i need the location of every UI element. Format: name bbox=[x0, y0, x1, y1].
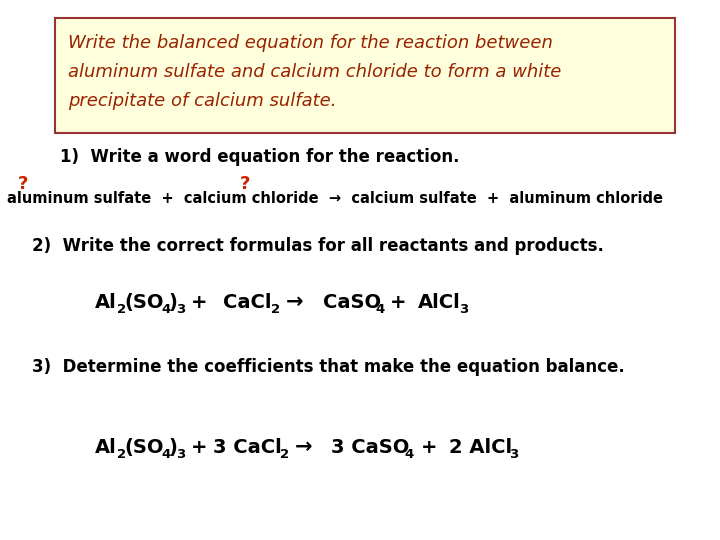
Text: 3: 3 bbox=[176, 448, 185, 461]
Text: ?: ? bbox=[240, 175, 251, 193]
Text: aluminum sulfate  +  calcium chloride  →  calcium sulfate  +  aluminum chloride: aluminum sulfate + calcium chloride → ca… bbox=[7, 191, 663, 206]
Text: 4: 4 bbox=[161, 303, 170, 316]
Text: 3 CaSO: 3 CaSO bbox=[331, 438, 410, 457]
Text: ?: ? bbox=[18, 175, 28, 193]
Text: ): ) bbox=[168, 438, 177, 457]
Text: (SO: (SO bbox=[124, 438, 163, 457]
Text: 1)  Write a word equation for the reaction.: 1) Write a word equation for the reactio… bbox=[60, 148, 459, 166]
Text: (SO: (SO bbox=[124, 293, 163, 312]
Text: 2: 2 bbox=[117, 303, 126, 316]
Text: 2 AlCl: 2 AlCl bbox=[449, 438, 512, 457]
Text: 2: 2 bbox=[271, 303, 280, 316]
Text: +: + bbox=[390, 293, 407, 312]
Text: 2)  Write the correct formulas for all reactants and products.: 2) Write the correct formulas for all re… bbox=[32, 237, 604, 255]
Text: 3)  Determine the coefficients that make the equation balance.: 3) Determine the coefficients that make … bbox=[32, 358, 625, 376]
Text: 4: 4 bbox=[375, 303, 384, 316]
Text: 3: 3 bbox=[459, 303, 468, 316]
Text: 3: 3 bbox=[509, 448, 518, 461]
Text: AlCl: AlCl bbox=[418, 293, 461, 312]
Text: CaSO: CaSO bbox=[323, 293, 381, 312]
Text: →: → bbox=[295, 437, 312, 457]
Text: →: → bbox=[286, 292, 304, 312]
Text: +: + bbox=[421, 438, 438, 457]
Text: ): ) bbox=[168, 293, 177, 312]
Text: precipitate of calcium sulfate.: precipitate of calcium sulfate. bbox=[68, 92, 336, 110]
Text: Al: Al bbox=[95, 438, 117, 457]
Text: 2: 2 bbox=[117, 448, 126, 461]
Text: +: + bbox=[191, 438, 207, 457]
Text: 4: 4 bbox=[404, 448, 413, 461]
Text: 2: 2 bbox=[280, 448, 289, 461]
Text: Al: Al bbox=[95, 293, 117, 312]
Text: CaCl: CaCl bbox=[223, 293, 271, 312]
Text: 3: 3 bbox=[176, 303, 185, 316]
Text: 3 CaCl: 3 CaCl bbox=[213, 438, 282, 457]
Text: aluminum sulfate and calcium chloride to form a white: aluminum sulfate and calcium chloride to… bbox=[68, 63, 562, 81]
Text: 4: 4 bbox=[161, 448, 170, 461]
Text: Write the balanced equation for the reaction between: Write the balanced equation for the reac… bbox=[68, 34, 553, 52]
Text: +: + bbox=[191, 293, 207, 312]
FancyBboxPatch shape bbox=[55, 18, 675, 133]
